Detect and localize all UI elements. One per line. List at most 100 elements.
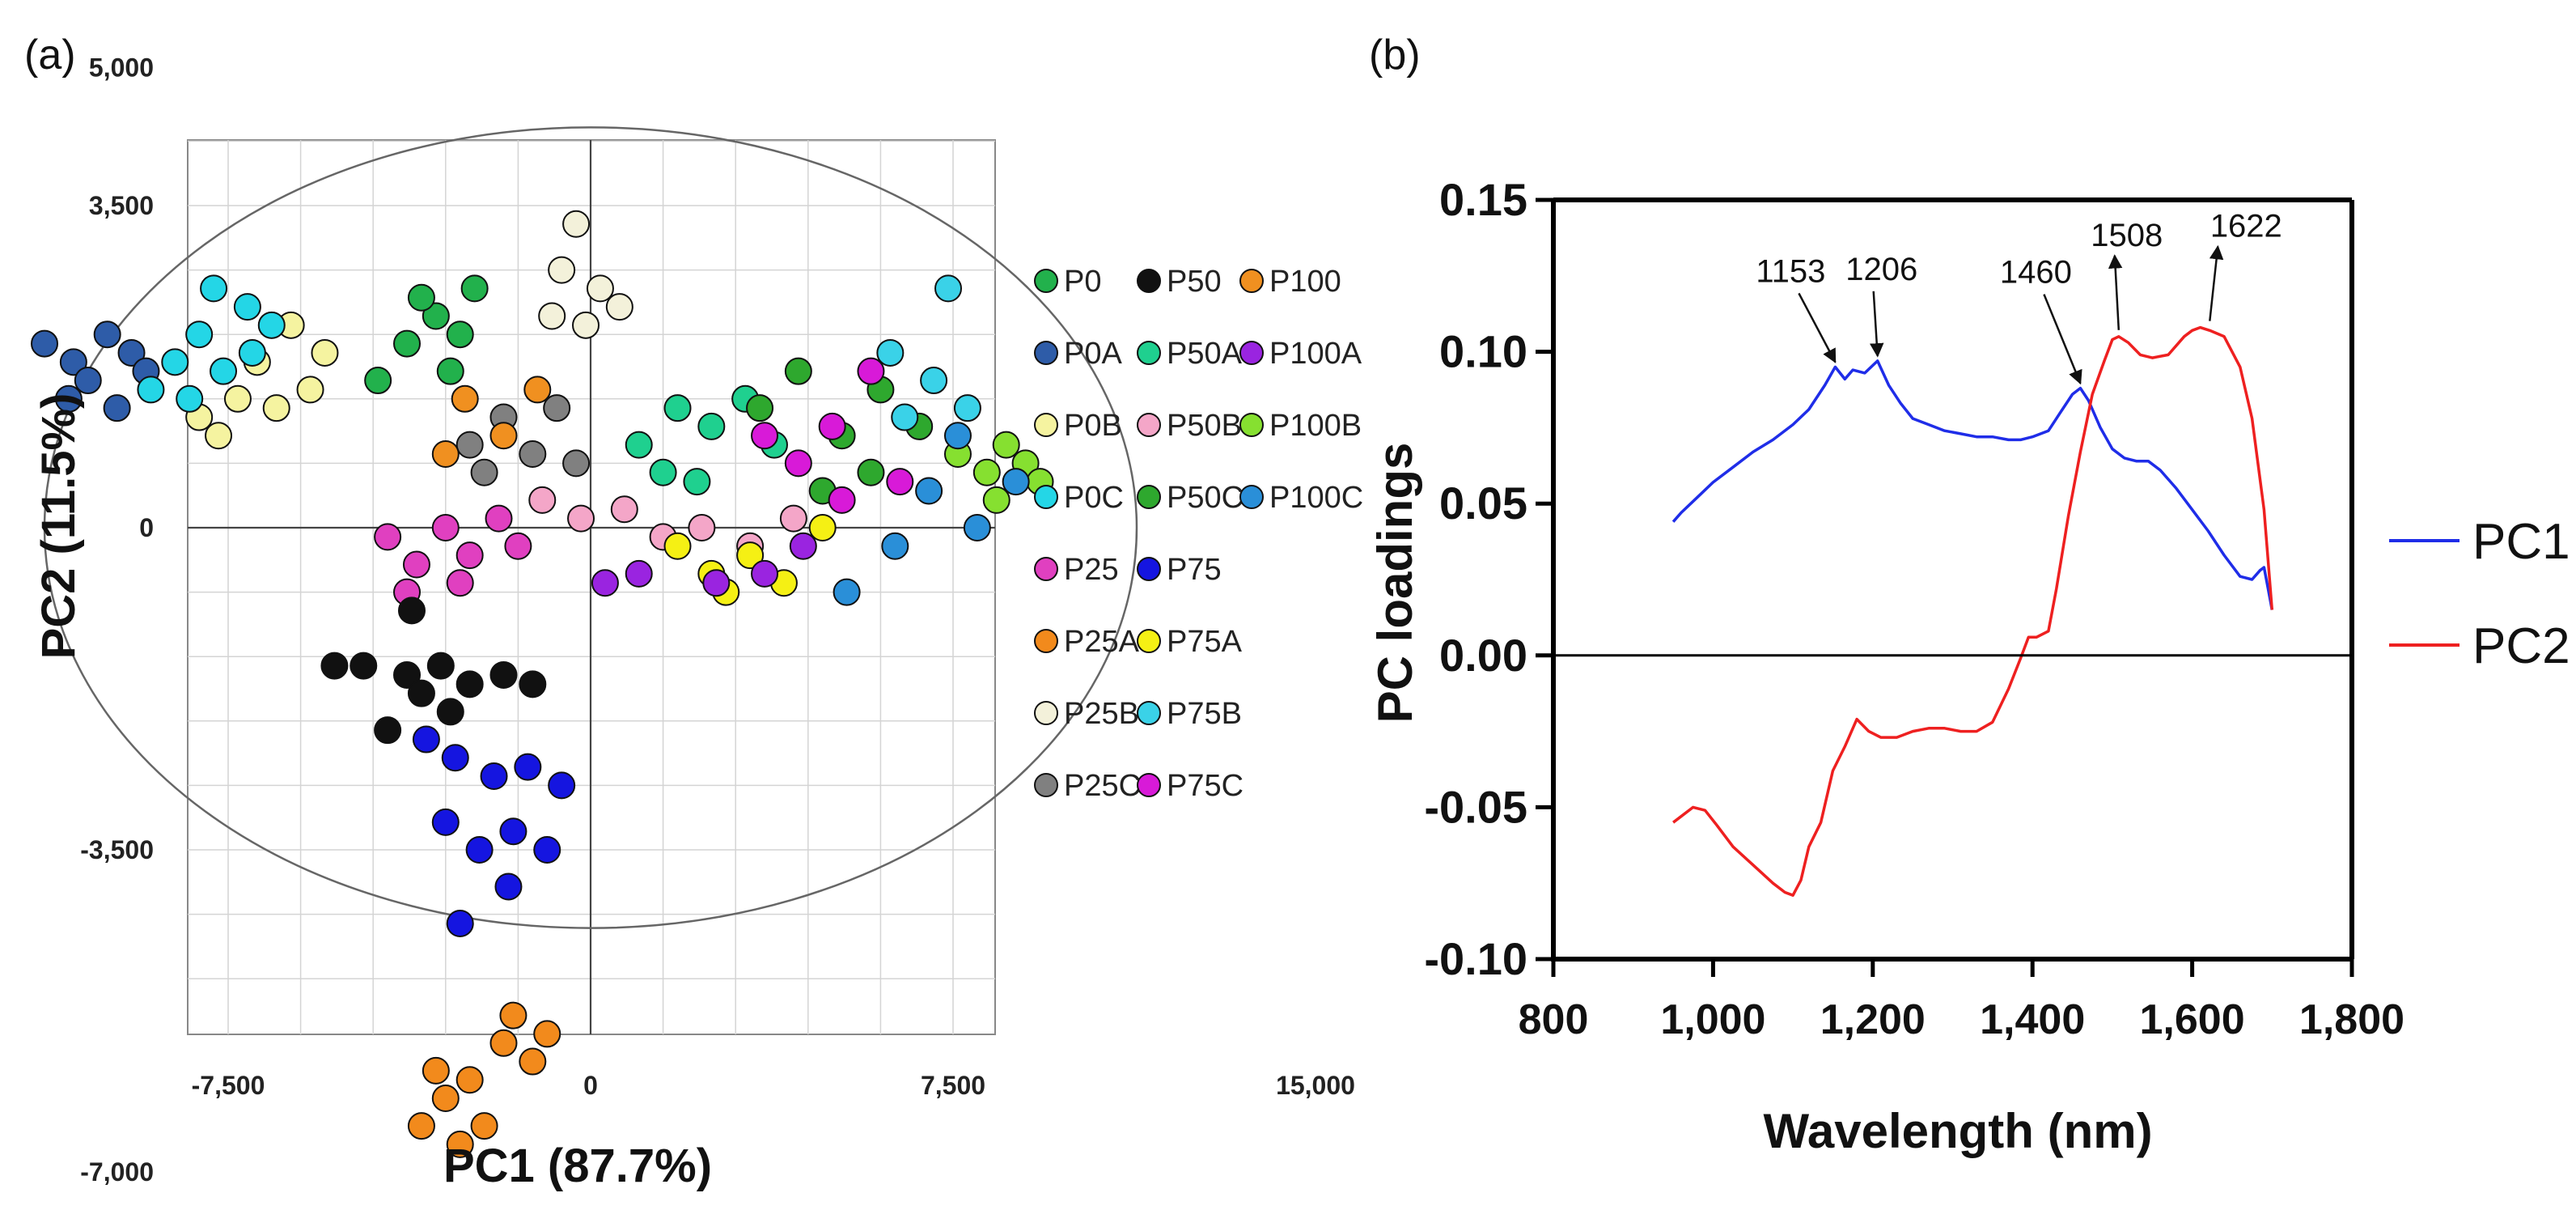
legend-item-p0a: P0A — [1034, 337, 1122, 371]
point-p25a — [422, 1056, 450, 1085]
point-p75a — [663, 532, 692, 560]
point-p100a — [789, 532, 817, 560]
point-p75 — [533, 836, 561, 864]
point-p50 — [455, 670, 484, 698]
x-tick-label: -7,500 — [192, 1071, 265, 1100]
point-p0 — [436, 357, 464, 385]
point-p75 — [431, 808, 460, 836]
point-p0c — [257, 311, 286, 339]
legend-marker — [1239, 341, 1264, 365]
loadings-axes-frame — [1551, 197, 2354, 962]
point-p75c — [784, 449, 812, 478]
scatter-points — [31, 210, 1054, 1158]
point-p75 — [514, 753, 542, 781]
point-p0a — [93, 321, 121, 349]
point-p100c — [963, 514, 991, 541]
point-p50a — [625, 431, 653, 459]
point-p0 — [422, 302, 450, 330]
point-p0 — [446, 321, 474, 349]
point-p100 — [523, 376, 552, 404]
x-tick-label: 1,000 — [1660, 996, 1765, 1043]
legend-marker — [1239, 413, 1264, 437]
point-p100 — [451, 384, 479, 413]
point-p50 — [489, 660, 518, 689]
point-p25a — [489, 1029, 518, 1057]
loadings-y-axis-title: PC loadings — [1368, 443, 1422, 724]
legend-marker — [1034, 701, 1058, 725]
point-p25a — [533, 1020, 561, 1048]
point-p50b — [610, 495, 638, 524]
point-p100b — [992, 431, 1020, 459]
legend-label: P50C — [1167, 481, 1244, 515]
legend-item-pc1: PC1 — [2389, 514, 2570, 570]
point-p0c — [161, 348, 189, 376]
legend-label: P50B — [1167, 409, 1242, 443]
line-pc1 — [1671, 359, 2274, 610]
point-p75 — [480, 762, 508, 791]
annotation-label: 1206 — [1845, 252, 1917, 287]
legend-label: P50 — [1167, 265, 1222, 299]
loadings-legend: PC1 PC2 — [2389, 514, 2570, 674]
legend-marker — [1137, 557, 1161, 581]
point-p50a — [649, 458, 677, 486]
point-p25c — [519, 440, 547, 469]
annotation-arrow — [2209, 244, 2224, 321]
point-p50a — [663, 394, 692, 422]
legend-item-pc2: PC2 — [2389, 618, 2570, 674]
legend-label: PC1 — [2472, 514, 2570, 570]
point-p100 — [431, 440, 460, 469]
annotation-1460: 1460 — [2000, 255, 2082, 385]
legend-marker — [1137, 269, 1161, 293]
point-p25a — [470, 1112, 498, 1140]
scatter-y-tick-labels: 5,000 3,500 0 -3,500 -7,000 — [80, 53, 154, 1187]
legend-marker — [1034, 269, 1058, 293]
x-tick-label: 1,600 — [2140, 996, 2245, 1043]
point-p50b — [528, 486, 557, 514]
legend-item-p100c: P100C — [1239, 481, 1363, 515]
legend-marker — [1137, 341, 1161, 365]
legend-marker — [1034, 557, 1058, 581]
legend-item-p25a: P25A — [1034, 625, 1140, 659]
legend-label: P25 — [1064, 553, 1119, 587]
legend-marker — [1137, 773, 1161, 797]
scatter-y-axis-title: PC2 (11.5%) — [32, 393, 85, 660]
point-p100a — [591, 569, 619, 597]
legend-item-p25c: P25C — [1034, 769, 1141, 803]
y-tick-label: 0.10 — [1439, 326, 1527, 377]
point-p0b — [205, 422, 233, 450]
y-tick-label: 0.15 — [1439, 174, 1527, 225]
annotation-1206: 1206 — [1845, 252, 1917, 358]
point-p0 — [460, 274, 489, 303]
x-tick-label: 15,000 — [1276, 1071, 1355, 1100]
point-p75c — [828, 486, 856, 514]
scatter-legend: P0 P0A P0B P0C P25 P25A P25B P25C P50 P50A P50B P50… — [1034, 265, 1363, 803]
legend-marker — [1137, 485, 1161, 509]
legend-item-p50a: P50A — [1137, 337, 1243, 371]
legend-label: P100 — [1269, 265, 1341, 299]
loadings-y-tick-labels: 0.15 0.10 0.05 0.00 -0.05 -0.10 — [1424, 174, 1553, 984]
legend-label: P25C — [1064, 769, 1141, 803]
point-p50 — [393, 660, 422, 689]
point-p75 — [548, 771, 576, 800]
point-p0c — [176, 384, 204, 413]
legend-label: P50A — [1167, 337, 1243, 371]
legend-item-p50c: P50C — [1137, 481, 1244, 515]
point-p0 — [364, 367, 392, 395]
x-tick-label: 7,500 — [921, 1071, 985, 1100]
legend-item-p25b: P25B — [1034, 697, 1139, 731]
y-tick-label: 0.05 — [1439, 478, 1527, 529]
x-tick-label: 1,400 — [1980, 996, 2085, 1043]
y-tick-label: -0.10 — [1424, 933, 1527, 984]
point-p75 — [465, 836, 494, 864]
point-p75 — [412, 725, 440, 754]
legend-label: P75 — [1167, 553, 1222, 587]
point-p75c — [751, 422, 779, 450]
point-p25 — [374, 523, 402, 551]
legend-item-p75c: P75C — [1137, 769, 1244, 803]
point-p75b — [876, 338, 905, 367]
hotelling-ellipse — [43, 126, 1138, 929]
point-p25 — [485, 504, 513, 533]
legend-label: P0 — [1064, 265, 1101, 299]
legend-item-p0c: P0C — [1034, 481, 1124, 515]
point-p25c — [455, 431, 484, 459]
